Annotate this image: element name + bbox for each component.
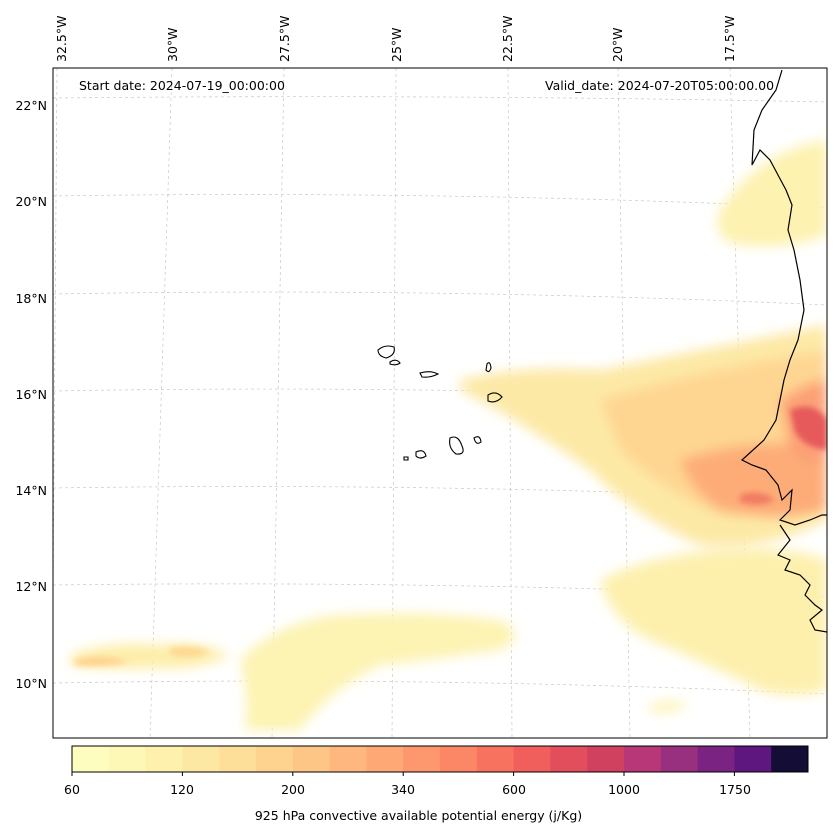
colorbar-tick-340: 340: [391, 782, 415, 797]
colorbar-tick-200: 200: [281, 782, 305, 797]
colorbar-swatch: [771, 746, 809, 772]
colorbar-swatch: [182, 746, 220, 772]
lon-label-25w: 25°W: [389, 27, 404, 62]
coastlines: [740, 69, 827, 633]
colorbar-swatch: [108, 746, 147, 772]
colorbar-swatch: [145, 746, 183, 772]
lat-label-10n: 10°N: [15, 676, 47, 691]
lon-label-32-5w: 32.5°W: [54, 15, 69, 62]
colorbar-swatch: [440, 746, 478, 772]
colorbar-swatch: [660, 746, 699, 772]
colorbar-swatch: [513, 746, 551, 772]
lon-label-17-5w: 17.5°W: [722, 15, 737, 62]
colorbar-tick-120: 120: [170, 782, 194, 797]
colorbar-swatch: [587, 746, 625, 772]
colorbar-swatch: [734, 746, 772, 772]
colorbar-tick-60: 60: [64, 782, 80, 797]
lat-label-20n: 20°N: [15, 194, 47, 209]
lat-label-14n: 14°N: [15, 483, 47, 498]
valid-date-text: Valid_date: 2024-07-20T05:00:00.00: [545, 78, 775, 93]
colorbar-tick-600: 600: [502, 782, 526, 797]
lat-label-12n: 12°N: [15, 579, 47, 594]
colorbar-swatch: [329, 746, 367, 772]
colorbar-swatch: [624, 746, 662, 772]
colorbar-swatch: [219, 746, 257, 772]
colorbar: [71, 745, 809, 776]
lat-label-22n: 22°N: [15, 98, 47, 113]
colorbar-swatch: [292, 746, 331, 772]
cape-field: [70, 140, 827, 730]
lon-label-27-5w: 27.5°W: [277, 15, 292, 62]
colorbar-swatch: [697, 746, 735, 772]
colorbar-swatch: [256, 746, 294, 772]
colorbar-frame: [71, 745, 809, 773]
colorbar-swatch: [72, 746, 110, 772]
colorbar-swatch: [550, 746, 588, 772]
colorbar-tick-1750: 1750: [719, 782, 751, 797]
lon-label-22-5w: 22.5°W: [500, 15, 515, 62]
lat-label-18n: 18°N: [15, 291, 47, 306]
lat-label-16n: 16°N: [15, 387, 47, 402]
lon-label-20w: 20°W: [610, 27, 625, 62]
colorbar-tick-1000: 1000: [608, 782, 640, 797]
colorbar-swatch: [366, 746, 404, 772]
cape-verde-islands: [377, 345, 503, 461]
start-date-text: Start date: 2024-07-19_00:00:00: [79, 78, 285, 93]
lon-label-30w: 30°W: [165, 27, 180, 62]
colorbar-swatch: [476, 746, 515, 772]
colorbar-label: 925 hPa convective available potential e…: [254, 808, 583, 823]
map-frame: [52, 67, 828, 739]
colorbar-swatch: [403, 746, 441, 772]
